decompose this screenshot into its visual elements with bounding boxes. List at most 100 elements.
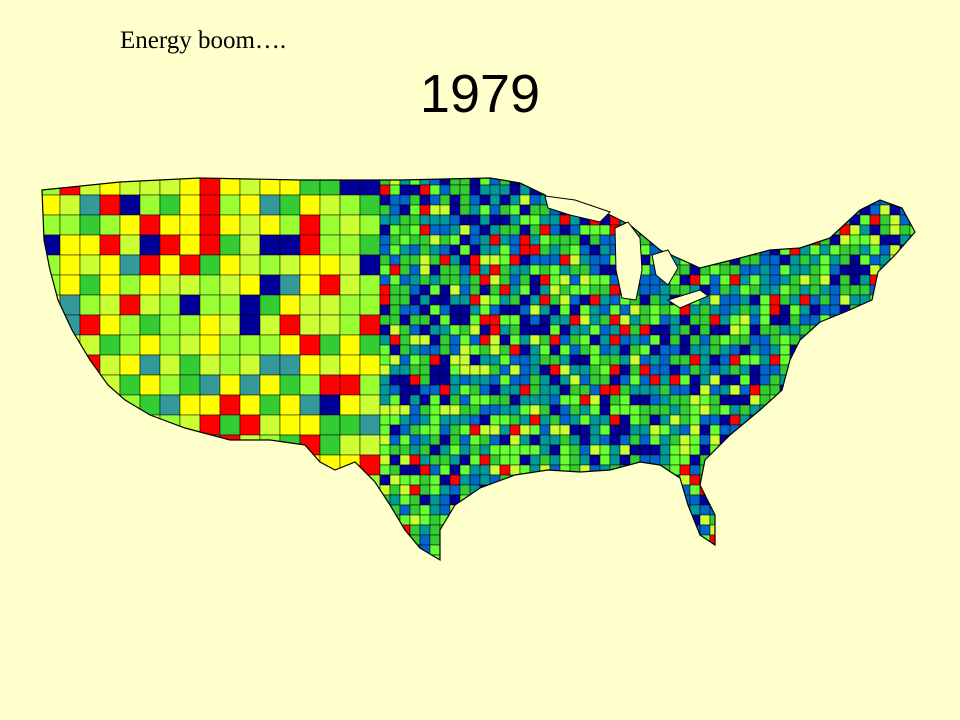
county — [449, 414, 461, 426]
county — [239, 214, 261, 236]
county — [699, 414, 711, 426]
county — [749, 384, 761, 396]
county — [539, 384, 551, 396]
county — [669, 414, 681, 426]
county — [199, 194, 221, 216]
county — [719, 344, 731, 356]
county — [739, 274, 751, 286]
county — [439, 324, 451, 336]
county — [639, 394, 651, 406]
county — [609, 394, 621, 406]
county — [829, 254, 841, 266]
county — [759, 374, 771, 386]
county — [159, 394, 181, 416]
county — [709, 374, 721, 386]
county — [399, 234, 411, 246]
county — [679, 354, 691, 366]
county — [839, 244, 851, 256]
county — [359, 334, 381, 356]
county — [409, 314, 421, 326]
county — [509, 454, 521, 466]
county — [669, 384, 681, 396]
county — [379, 184, 391, 196]
county — [419, 194, 431, 206]
county — [79, 194, 101, 216]
county — [389, 454, 401, 466]
county — [689, 374, 701, 386]
county — [409, 424, 421, 436]
county — [699, 374, 711, 386]
county — [559, 244, 571, 256]
county — [409, 234, 421, 246]
county — [389, 194, 401, 206]
county — [539, 434, 551, 446]
county — [99, 254, 121, 276]
county — [649, 284, 661, 296]
county — [589, 444, 601, 456]
county — [559, 304, 571, 316]
county — [379, 264, 391, 276]
county — [439, 484, 451, 496]
county — [439, 344, 451, 356]
county — [529, 324, 541, 336]
county — [479, 374, 491, 386]
county — [569, 384, 581, 396]
county — [599, 264, 611, 276]
county — [409, 364, 421, 376]
county — [599, 234, 611, 246]
county — [569, 344, 581, 356]
county — [509, 304, 521, 316]
county — [759, 364, 771, 376]
county — [319, 354, 341, 376]
county — [599, 424, 611, 436]
county — [619, 384, 631, 396]
county — [879, 204, 891, 216]
county — [409, 384, 421, 396]
county — [889, 234, 901, 246]
county — [419, 434, 431, 446]
county — [449, 404, 461, 416]
county — [429, 304, 441, 316]
county — [459, 214, 471, 226]
county — [259, 234, 281, 256]
county — [699, 424, 711, 436]
county — [709, 324, 721, 336]
county — [549, 244, 561, 256]
county — [789, 324, 801, 336]
county — [439, 224, 451, 236]
county — [429, 504, 441, 516]
county — [419, 244, 431, 256]
county — [689, 494, 701, 506]
county — [769, 374, 781, 386]
county — [699, 514, 711, 526]
county — [579, 314, 591, 326]
county — [259, 194, 281, 216]
county — [439, 264, 451, 276]
county — [379, 474, 391, 486]
county — [489, 244, 501, 256]
county — [449, 214, 461, 226]
county — [459, 404, 471, 416]
county — [239, 374, 261, 396]
county — [139, 234, 161, 256]
county — [439, 414, 451, 426]
county — [669, 314, 681, 326]
county — [679, 464, 691, 476]
county — [399, 304, 411, 316]
county — [449, 384, 461, 396]
county — [739, 404, 751, 416]
county — [609, 334, 621, 346]
county — [439, 274, 451, 286]
county — [729, 374, 741, 386]
county — [479, 334, 491, 346]
county — [479, 424, 491, 436]
county — [789, 254, 801, 266]
county — [619, 374, 631, 386]
county — [239, 234, 261, 256]
county — [839, 294, 851, 306]
county — [139, 254, 161, 276]
county — [339, 334, 361, 356]
county — [679, 334, 691, 346]
county — [539, 294, 551, 306]
